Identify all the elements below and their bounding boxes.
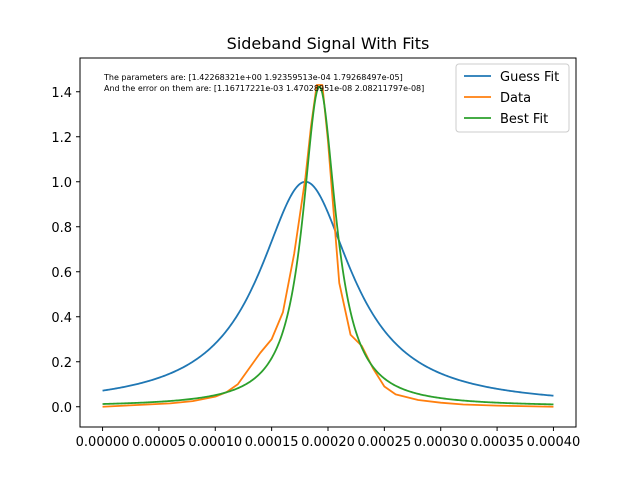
x-axis: 0.00000 0.00005 0.00010 0.00015 0.00020 0.000… — [76, 427, 581, 450]
y-tick-label: 1.0 — [51, 176, 72, 191]
series-line-guess-fit — [102, 180, 554, 397]
plot-frame — [79, 57, 577, 428]
x-tick-label: 0.00035 — [470, 435, 524, 450]
x-tick-label: 0.00020 — [301, 435, 355, 450]
legend-label: Data — [500, 91, 531, 106]
x-tick-label: 0.00025 — [357, 435, 411, 450]
y-tick-label: 1.4 — [51, 86, 72, 101]
x-tick-label: 0.00015 — [245, 435, 299, 450]
legend-label: Guess Fit — [500, 70, 559, 85]
y-tick-label: 0.4 — [51, 311, 72, 326]
y-tick-label: 0.0 — [51, 401, 72, 416]
y-axis: 0.0 0.2 0.4 0.6 0.8 1.0 1.2 1.4 — [51, 86, 80, 416]
x-tick-label: 0.00005 — [132, 435, 186, 450]
errors-annotation: And the error on them are: [1.16717221e-… — [104, 84, 424, 93]
legend: Guess Fit Data Best Fit — [455, 63, 570, 133]
x-tick-label: 0.00010 — [188, 435, 242, 450]
x-tick-label: 0.00030 — [414, 435, 468, 450]
parameters-annotation: The parameters are: [1.42268321e+00 1.92… — [103, 73, 403, 82]
y-tick-label: 0.6 — [51, 266, 72, 281]
y-tick-label: 1.2 — [51, 131, 72, 146]
legend-label: Best Fit — [500, 112, 548, 127]
x-tick-label: 0.00000 — [76, 435, 130, 450]
x-tick-label: 0.00040 — [527, 435, 581, 450]
y-tick-label: 0.2 — [51, 356, 72, 371]
series-line-best-fit — [102, 85, 554, 406]
y-tick-label: 0.8 — [51, 221, 72, 236]
chart-title: Sideband Signal With Fits — [227, 34, 430, 53]
legend-box — [455, 63, 570, 133]
